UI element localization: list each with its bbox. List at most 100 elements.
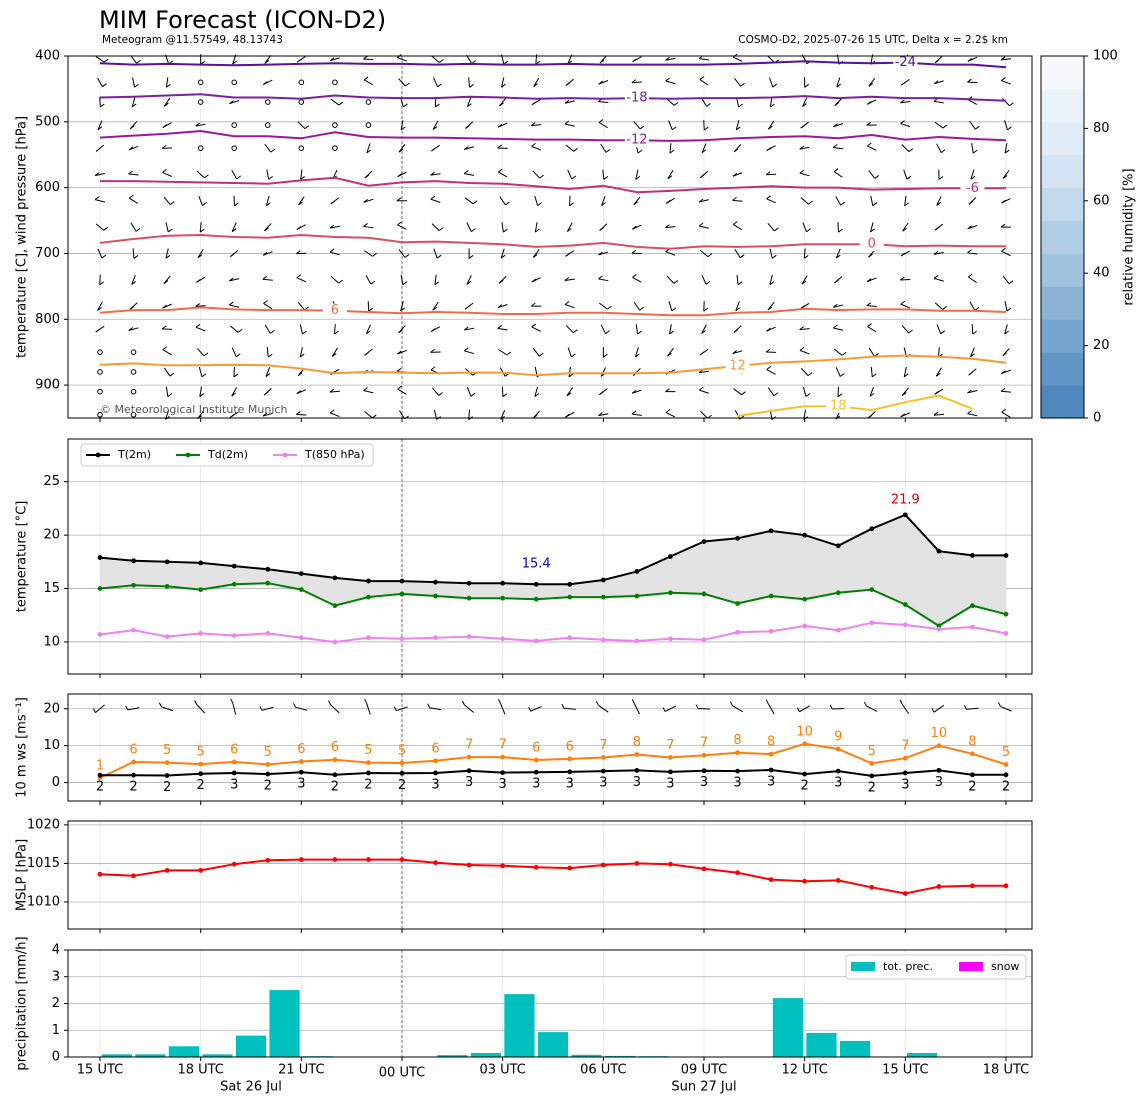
wind-barb-flag <box>967 410 972 414</box>
wind-barb-flag <box>975 125 980 130</box>
wind-value-label: 2 <box>163 780 171 795</box>
wind-barb-flag <box>297 372 303 377</box>
wind-barb <box>163 367 171 377</box>
wind-barb-flag <box>162 304 167 309</box>
wind-barb-flag <box>398 329 403 334</box>
wind-barb-flag <box>262 275 268 280</box>
wind-barb <box>699 199 709 203</box>
wind-barb <box>970 347 975 357</box>
wind-barb <box>701 324 707 334</box>
isotherm-label-bg <box>826 399 851 414</box>
wind-barb-flag <box>331 353 337 357</box>
wind-barb-flag <box>296 58 302 63</box>
wind-barb <box>799 146 810 150</box>
mslp-point <box>500 863 506 869</box>
wind-point <box>802 771 808 777</box>
wind-barb <box>132 77 135 88</box>
wind-barb-flag <box>598 119 604 123</box>
temperature-point <box>97 632 103 637</box>
wind-barb <box>601 195 606 206</box>
wind-barb-flag <box>673 280 679 284</box>
wind-barb-flag <box>839 373 845 377</box>
wind-barb <box>198 366 203 377</box>
wind-barb <box>833 171 843 178</box>
wind-barb <box>262 278 273 281</box>
wind-barb <box>366 143 371 154</box>
wind-barb-flag <box>396 368 402 372</box>
wind-barb-flag <box>573 329 578 334</box>
temperature-ylabel: temperature [°C] <box>15 501 30 613</box>
wind-barb-flag <box>397 385 403 390</box>
wind-barb <box>734 248 741 258</box>
wind-barb-flag <box>800 124 806 129</box>
wind-barb-flag <box>1000 387 1006 392</box>
wind-barb <box>231 347 237 357</box>
wind-barb <box>837 222 839 233</box>
wind-barb-flag <box>463 170 469 174</box>
temperature-point <box>936 548 942 554</box>
wind-barb <box>665 251 676 256</box>
wind-barb <box>464 146 475 151</box>
mslp-plot-area <box>68 821 1032 929</box>
surface-wind-barb <box>196 704 206 714</box>
wind-barb-flag <box>564 301 570 305</box>
temperature-annotation: 15.4 <box>522 556 551 571</box>
chart-title: MIM Forecast (ICON-D2) <box>99 6 387 34</box>
wind-barb <box>364 411 373 419</box>
wind-value-label: 7 <box>599 738 607 753</box>
legend-label: T(850 hPa) <box>304 448 365 461</box>
wind-barb <box>901 324 909 334</box>
wind-barb-flag <box>1008 280 1014 285</box>
wind-barb-flag <box>603 176 609 180</box>
temperature-point <box>701 637 707 643</box>
wind-barb <box>735 120 740 131</box>
wind-barb <box>329 57 340 62</box>
wind-barb-flag <box>773 392 779 397</box>
temperature-point <box>600 637 606 643</box>
wind-barb <box>869 386 875 397</box>
wind-barb <box>633 301 641 311</box>
wind-barb-flag <box>665 388 670 393</box>
wind-barb-flag <box>329 224 335 229</box>
wind-barb-flag <box>199 393 205 397</box>
wind-barb <box>262 412 273 417</box>
wind-barb-flag <box>364 351 369 356</box>
wind-barb-flag <box>334 330 339 335</box>
temperature-point <box>634 638 640 644</box>
wind-barb <box>1001 411 1011 418</box>
wind-barb-flag <box>705 280 711 285</box>
wind-barb-flag <box>128 170 133 175</box>
wind-value-label: 3 <box>733 776 741 791</box>
wind-point <box>399 760 405 766</box>
wind-barb <box>195 305 206 308</box>
wind-value-label: 3 <box>532 777 540 792</box>
calm-wind-circle <box>332 145 338 151</box>
colorbar-band <box>1041 385 1084 419</box>
surface-wind-barb-flag <box>528 706 532 712</box>
surface-wind-barb <box>563 707 576 710</box>
legend-box <box>845 954 1027 980</box>
surface-wind-barb-flag <box>797 707 800 713</box>
colorbar-band <box>1041 253 1084 287</box>
wind-barb-flag <box>703 126 709 131</box>
precipitation-ytick-label: 0 <box>52 1050 60 1065</box>
wind-barb-flag <box>163 280 169 285</box>
wind-barb-flag <box>598 412 603 417</box>
temperature-point <box>332 575 338 581</box>
wind-barb-flag <box>738 103 743 108</box>
wind-barb <box>162 349 172 356</box>
wind-barb <box>969 120 976 130</box>
wind-barb <box>900 279 911 281</box>
wind-barb-flag <box>405 82 410 87</box>
wind-barb-flag <box>836 83 841 88</box>
x-tick-label: 15 UTC <box>882 1063 928 1078</box>
upper-air-ytick-label: 900 <box>35 378 60 393</box>
wind-barb <box>162 328 173 330</box>
wind-point <box>198 771 204 777</box>
wind-barb-flag <box>834 102 840 107</box>
wind-barb-flag <box>167 393 173 398</box>
wind-barb-flag <box>204 174 209 179</box>
temperature-point <box>701 539 707 544</box>
wind-barb-flag <box>698 386 704 391</box>
wind-barb-flag <box>1002 352 1007 357</box>
